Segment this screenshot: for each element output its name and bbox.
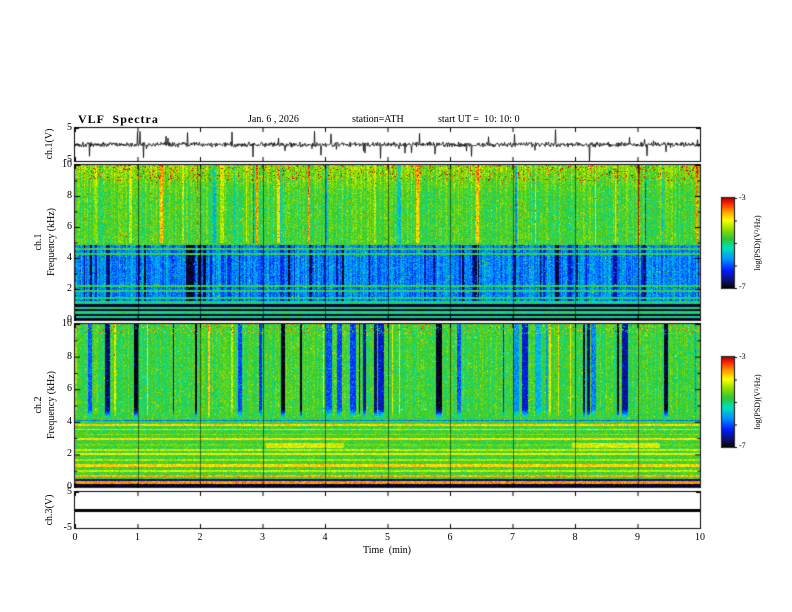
colorbar1-tick: -7 [739, 282, 746, 291]
plot-title: VLF Spectra [78, 112, 159, 126]
ch1-channel-label: ch.1 [33, 233, 44, 251]
ch3-wave-ytick: -5 [63, 522, 72, 533]
time-tick-label: 3 [260, 532, 265, 543]
ch2-spec-ytick: 2 [67, 448, 72, 459]
ch3-wave-ytick: 5 [67, 486, 72, 497]
ch2-channel-label: ch.2 [33, 396, 44, 414]
colorbar-ch1 [722, 198, 734, 288]
ch1-wave-ytick: 5 [67, 122, 72, 133]
ch1-wave-ytick: -5 [63, 154, 72, 165]
colorbar-ch2 [722, 357, 734, 447]
ch1-spec-ytick: 8 [67, 190, 72, 201]
ch2-spec-ytick: 8 [67, 351, 72, 362]
time-axis-label: Time (min) [363, 545, 411, 556]
time-tick-label: 7 [510, 532, 515, 543]
colorbar1-label: log(PSD)(V²/Hz) [753, 215, 762, 271]
ch1-spec-ytick: 6 [67, 221, 72, 232]
time-tick-label: 1 [135, 532, 140, 543]
ch2-spec-ytick: 4 [67, 416, 72, 427]
time-tick-label: 5 [385, 532, 390, 543]
ch1-spectrogram [75, 165, 700, 320]
ch1-spec-ytick: 4 [67, 252, 72, 263]
time-tick-label: 8 [572, 532, 578, 543]
ch2-frequency-axis-label: Frequency (kHz) [46, 370, 57, 440]
colorbar2-tick: -3 [739, 352, 746, 361]
ch1-waveform-plot [75, 128, 700, 161]
ch1-frequency-axis-label: Frequency (kHz) [46, 207, 57, 277]
ch2-spec-ytick: 6 [67, 383, 72, 394]
ch3-voltage-axis-label: ch.3(V) [44, 494, 55, 526]
time-tick-label: 2 [197, 532, 203, 543]
plot-date: Jan. 6 , 2026 [248, 114, 299, 125]
time-tick-label: 9 [635, 532, 640, 543]
time-tick-label: 0 [72, 532, 78, 543]
time-tick-label: 6 [447, 532, 453, 543]
colorbar2-tick: -7 [739, 441, 746, 450]
ch3-waveform-plot [75, 492, 700, 528]
plot-start-ut: start UT = 10: 10: 0 [438, 114, 520, 125]
ch1-spec-ytick: 2 [67, 283, 72, 294]
ch2-spec-ytick: 0 [67, 481, 72, 492]
ch1-spec-ytick: 0 [67, 314, 72, 325]
time-tick-label: 10 [695, 532, 705, 543]
colorbar2-label: log(PSD)(V²/Hz) [753, 374, 762, 430]
ch2-spectrogram [75, 324, 700, 487]
ch1-spec-ytick: 10 [62, 159, 72, 170]
colorbar1-tick: -3 [739, 193, 746, 202]
plot-station: station=ATH [352, 114, 404, 125]
ch2-spec-ytick: 10 [62, 318, 72, 329]
time-tick-label: 4 [322, 532, 328, 543]
